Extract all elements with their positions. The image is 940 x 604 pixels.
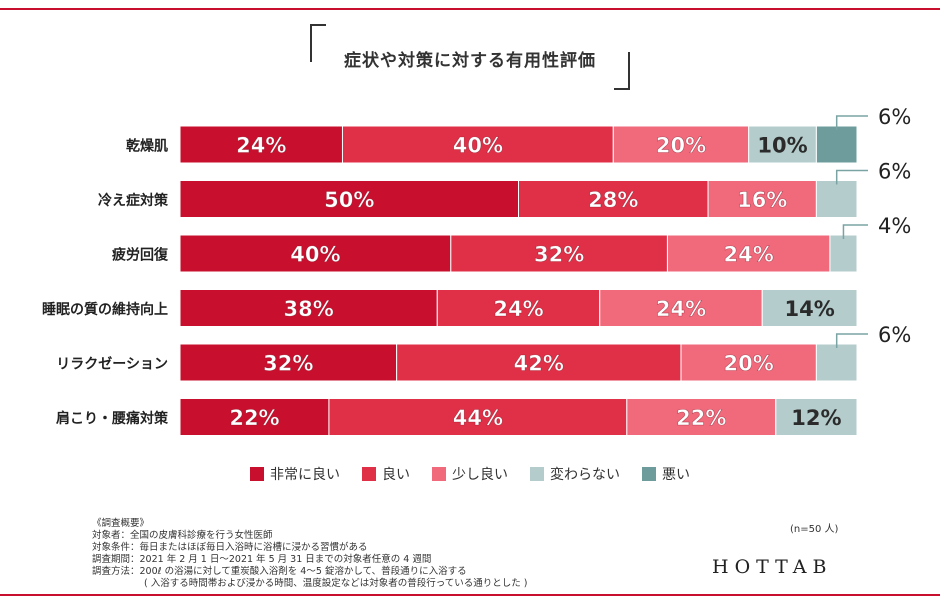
legend-swatch bbox=[642, 467, 656, 481]
category-label: 冷え症対策 bbox=[98, 192, 169, 209]
bar-segment bbox=[179, 289, 438, 327]
bar-segment bbox=[179, 343, 398, 382]
legend: 非常に良い 良い 少し良い 変わらない 悪い bbox=[0, 464, 940, 484]
bar-segment bbox=[599, 289, 763, 327]
legend-swatch bbox=[530, 467, 544, 481]
bottom-rule bbox=[0, 594, 940, 596]
value-label: 44% bbox=[453, 406, 503, 430]
value-label: 12% bbox=[791, 406, 841, 430]
category-label: リラクゼーション bbox=[56, 356, 168, 373]
leader-line bbox=[835, 333, 868, 348]
notes-target: 対象者：全国の皮膚科診療を行う女性医師 bbox=[92, 530, 273, 541]
bar-segment bbox=[707, 180, 817, 218]
notes-method-note: ( 入浴する時間帯および浸かる時間、温度設定などは対象者の普段行っている通りとし… bbox=[144, 578, 528, 589]
legend-item: 少し良い bbox=[432, 464, 508, 484]
title-bracket-open bbox=[310, 24, 326, 62]
value-label: 50% bbox=[324, 188, 374, 212]
value-label: 24% bbox=[724, 243, 774, 267]
legend-label: 変わらない bbox=[550, 467, 620, 483]
bar-segment bbox=[518, 180, 709, 218]
legend-label: 非常に良い bbox=[270, 467, 340, 483]
stacked-bar-chart: 乾燥肌 24% 40% 20% 10% 6% 冷え症対策 50% 28% 16% 6% 疲労回復 40%… bbox=[42, 105, 911, 436]
value-label: 24% bbox=[493, 297, 543, 321]
value-label-external: 6% bbox=[878, 105, 911, 129]
bar-segment bbox=[626, 398, 777, 436]
bar-segment bbox=[829, 234, 858, 273]
value-label: 24% bbox=[236, 134, 286, 158]
bar-segment bbox=[815, 125, 858, 164]
legend-item: 悪い bbox=[642, 464, 690, 484]
chart-title: 症状や対策に対する有用性評価 bbox=[344, 51, 596, 71]
value-label: 38% bbox=[283, 297, 333, 321]
category-label: 睡眠の質の維持向上 bbox=[42, 301, 168, 318]
brand-logo: HOTTAB bbox=[712, 556, 833, 578]
top-rule bbox=[0, 8, 940, 10]
value-label-external: 6% bbox=[878, 160, 911, 184]
bar-segment bbox=[815, 180, 858, 218]
value-label: 22% bbox=[676, 406, 726, 430]
value-label: 28% bbox=[588, 188, 638, 212]
value-label-external: 4% bbox=[878, 214, 911, 238]
leader-line bbox=[835, 169, 868, 185]
bar-segment bbox=[179, 180, 519, 218]
bar-segment bbox=[680, 343, 817, 382]
notes-condition: 対象条件：毎日またはほぼ毎日入浴時に浴槽に浸かる習慣がある bbox=[92, 542, 368, 553]
bar-segment bbox=[179, 125, 343, 164]
legend-label: 少し良い bbox=[452, 467, 508, 483]
value-label: 22% bbox=[229, 406, 279, 430]
value-label-external: 6% bbox=[878, 323, 911, 347]
bar-segment bbox=[612, 125, 750, 164]
value-label: 10% bbox=[757, 134, 807, 158]
survey-notes: 《調査概要》 対象者：全国の皮膚科診療を行う女性医師 対象条件：毎日またはほぼ毎… bbox=[92, 518, 527, 590]
value-label: 42% bbox=[514, 352, 564, 376]
value-label: 40% bbox=[453, 134, 503, 158]
legend-label: 悪い bbox=[662, 467, 690, 483]
bar-segment bbox=[436, 289, 601, 327]
legend-swatch bbox=[362, 467, 376, 481]
notes-period: 調査期間：2021 年 2 月 1 日〜2021 年 5 月 31 日までの対象… bbox=[92, 554, 432, 565]
bar-segment bbox=[328, 398, 628, 436]
bar-segment bbox=[815, 343, 858, 382]
bar-segment bbox=[450, 234, 668, 273]
bar-segment bbox=[179, 234, 452, 273]
notes-heading: 《調査概要》 bbox=[92, 518, 150, 529]
category-label: 肩こり・腰痛対策 bbox=[56, 410, 169, 427]
value-label: 32% bbox=[263, 352, 313, 376]
legend-item: 良い bbox=[362, 464, 410, 484]
bar-segment bbox=[775, 398, 858, 436]
bar-segment bbox=[666, 234, 831, 273]
legend-item: 変わらない bbox=[530, 464, 620, 484]
value-label: 20% bbox=[724, 352, 774, 376]
notes-method: 調査方法：200ℓ の浴湯に対して重炭酸入浴剤を 4〜5 錠溶かして、普段通りに… bbox=[92, 566, 467, 577]
category-label: 疲労回復 bbox=[112, 247, 169, 264]
category-label: 乾燥肌 bbox=[126, 138, 168, 155]
bar-segment bbox=[748, 125, 817, 164]
bar-segment bbox=[179, 398, 330, 436]
value-label: 20% bbox=[656, 134, 706, 158]
legend-swatch bbox=[250, 467, 264, 481]
title-bracket-close bbox=[614, 52, 630, 90]
legend-item: 非常に良い bbox=[250, 464, 340, 484]
value-label: 14% bbox=[784, 297, 834, 321]
bar-segment bbox=[761, 289, 858, 327]
value-label: 32% bbox=[534, 243, 584, 267]
value-label: 16% bbox=[737, 188, 787, 212]
legend-swatch bbox=[432, 467, 446, 481]
legend-label: 良い bbox=[382, 467, 410, 483]
chart-title-block: 症状や対策に対する有用性評価 bbox=[310, 24, 630, 90]
sample-size: (n=50 人) bbox=[790, 524, 839, 535]
bar-segment bbox=[396, 343, 682, 382]
leader-line bbox=[835, 115, 868, 130]
value-label: 40% bbox=[290, 243, 340, 267]
leader-line bbox=[842, 224, 868, 239]
value-label: 24% bbox=[656, 297, 706, 321]
